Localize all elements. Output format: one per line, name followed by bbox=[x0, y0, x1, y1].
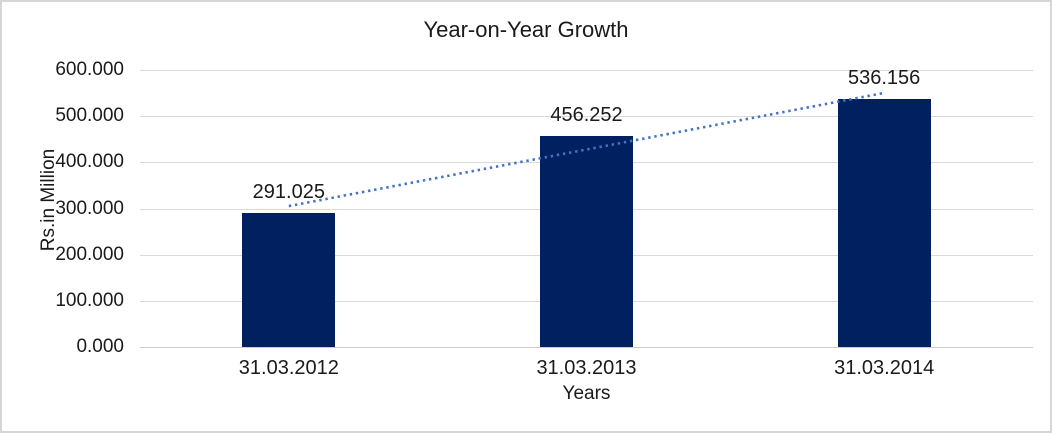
x-axis-line bbox=[140, 347, 1033, 348]
y-tick-label: 500.000 bbox=[55, 105, 124, 126]
data-label: 456.252 bbox=[550, 104, 623, 127]
data-label: 536.156 bbox=[848, 67, 921, 90]
y-tick-label: 0.000 bbox=[76, 336, 124, 357]
chart-title: Year-on-Year Growth bbox=[423, 17, 629, 42]
x-tick-label: 31.03.2012 bbox=[238, 357, 339, 379]
x-tick-label: 31.03.2013 bbox=[536, 357, 637, 379]
bar-31.03.2012 bbox=[242, 212, 336, 347]
y-tick-label: 600.000 bbox=[55, 59, 124, 80]
bar-31.03.2014 bbox=[837, 99, 931, 347]
y-tick-label: 200.000 bbox=[55, 244, 124, 265]
data-label: 291.025 bbox=[252, 180, 325, 203]
bar-31.03.2013 bbox=[540, 136, 633, 347]
y-tick-label: 100.000 bbox=[55, 290, 124, 311]
x-tick-label: 31.03.2014 bbox=[834, 357, 935, 379]
gridline bbox=[140, 70, 1033, 71]
y-tick-label: 300.000 bbox=[55, 198, 124, 219]
x-axis-title: Years bbox=[562, 383, 611, 404]
y-tick-label: 400.000 bbox=[55, 151, 124, 172]
